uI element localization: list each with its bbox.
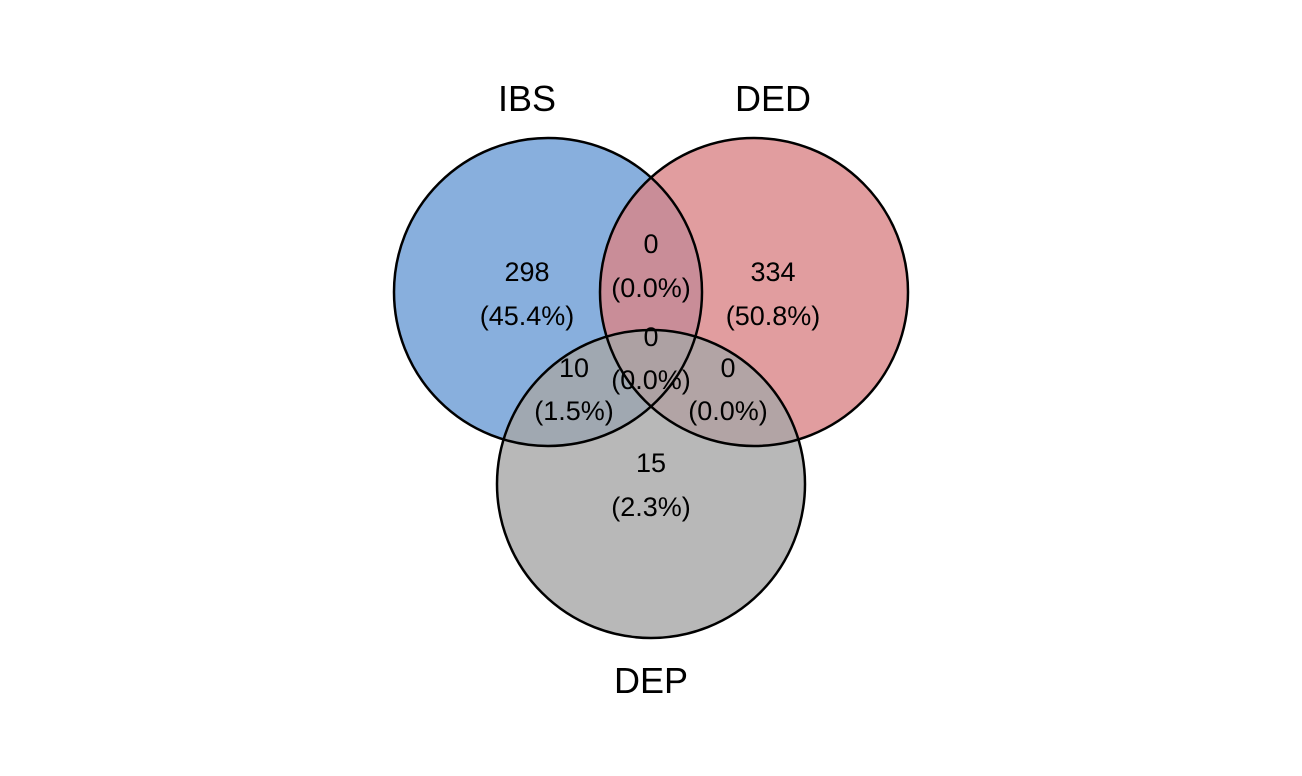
region-ded-only-count: 334 (750, 257, 795, 287)
dep-circle-outline (495, 328, 807, 640)
region-ibs-dep-percent: (1.5%) (534, 396, 614, 426)
venn-circles (394, 138, 908, 638)
region-dep-only-count: 15 (636, 448, 666, 478)
region-all-count: 0 (643, 322, 658, 352)
venn-outlines (392, 136, 910, 640)
region-ded-dep-percent: (0.0%) (688, 396, 768, 426)
region-ded-dep-count: 0 (720, 353, 735, 383)
dep-circle (497, 330, 805, 638)
region-all-percent: (0.0%) (611, 365, 691, 395)
set-label-ibs: IBS (498, 78, 556, 119)
region-ibs-dep-count: 10 (559, 353, 589, 383)
region-ibs-only-percent: (45.4%) (480, 301, 575, 331)
set-label-ded: DED (735, 78, 811, 119)
region-ded-only-percent: (50.8%) (726, 301, 821, 331)
region-ibs-ded-percent: (0.0%) (611, 273, 691, 303)
region-ibs-only-count: 298 (504, 257, 549, 287)
ded-circle-outline (598, 136, 910, 448)
ibs-circle-outline (392, 136, 704, 448)
region-ibs-ded-count: 0 (643, 229, 658, 259)
set-label-dep: DEP (614, 660, 688, 701)
region-dep-only-percent: (2.3%) (611, 492, 691, 522)
